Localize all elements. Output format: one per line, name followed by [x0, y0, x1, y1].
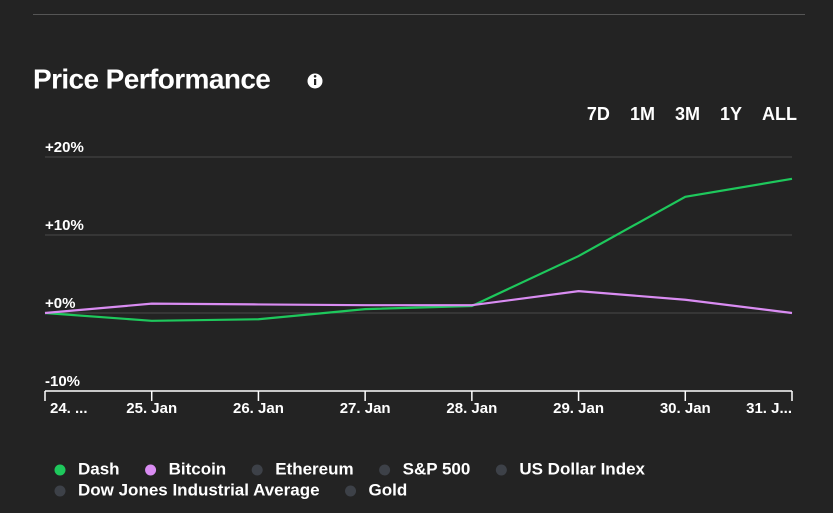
x-tick-label: 26. Jan [233, 400, 284, 417]
legend-dot[interactable] [251, 464, 263, 476]
info-dot [313, 75, 317, 78]
legend-label[interactable]: Bitcoin [169, 459, 227, 478]
range-button[interactable]: 1M [630, 104, 655, 124]
legend-dot[interactable] [54, 485, 66, 497]
legend-label[interactable]: Dow Jones Industrial Average [78, 480, 320, 499]
info-icon[interactable] [307, 73, 323, 89]
x-tick-label: 31. J... [746, 400, 792, 417]
x-tick-label: 30. Jan [660, 400, 711, 417]
range-button[interactable]: 3M [675, 104, 700, 124]
y-tick-label: +20% [45, 139, 84, 156]
range-button[interactable]: ALL [762, 104, 797, 124]
legend-label[interactable]: S&P 500 [403, 459, 471, 478]
x-tick-label: 28. Jan [446, 400, 497, 417]
legend-label[interactable]: Dash [78, 459, 120, 478]
x-tick-label: 27. Jan [340, 400, 391, 417]
x-tick-label: 24. ... [50, 400, 88, 417]
legend-label[interactable]: Ethereum [275, 459, 353, 478]
legend-label[interactable]: Gold [369, 480, 408, 499]
x-tick-label: 25. Jan [126, 400, 177, 417]
legend-dot[interactable] [345, 485, 357, 497]
legend-dot[interactable] [495, 464, 507, 476]
x-tick-label: 29. Jan [553, 400, 604, 417]
legend-dot[interactable] [379, 464, 391, 476]
range-button[interactable]: 7D [587, 104, 610, 124]
series-line [44, 290, 793, 315]
y-tick-label: +10% [45, 217, 84, 234]
info-bar [314, 79, 317, 85]
y-tick-label: +0% [45, 295, 75, 312]
chart-title: Price Performance [33, 63, 270, 94]
legend-dot[interactable] [54, 464, 66, 476]
series-line [44, 177, 793, 322]
legend-label[interactable]: US Dollar Index [519, 459, 645, 478]
range-button[interactable]: 1Y [720, 104, 742, 124]
legend-dot[interactable] [145, 464, 157, 476]
y-tick-label: -10% [45, 373, 80, 390]
